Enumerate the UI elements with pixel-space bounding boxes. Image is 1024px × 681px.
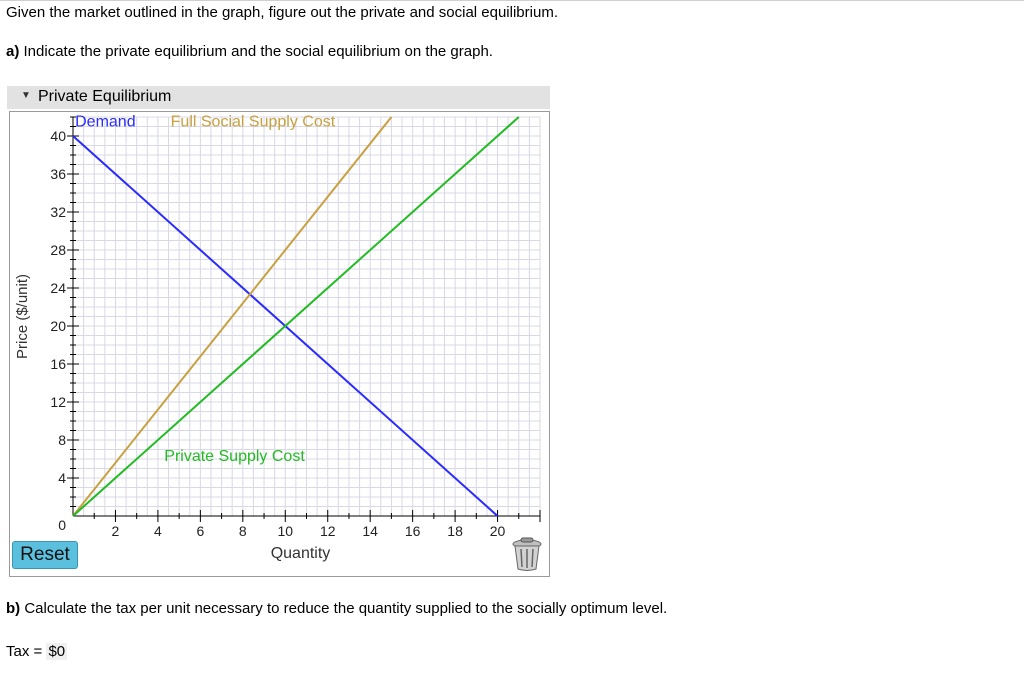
private-equilibrium-section-header[interactable]: ▼ Private Equilibrium (7, 86, 550, 109)
x-tick-label: 12 (320, 523, 336, 539)
y-tick-label: 4 (58, 470, 66, 486)
x-tick-label: 14 (362, 523, 378, 539)
x-axis-label: Quantity (271, 545, 331, 562)
private-supply-cost-line[interactable] (72, 116, 520, 517)
x-tick-label: 20 (490, 523, 506, 539)
question-intro: Given the market outlined in the graph, … (6, 4, 558, 21)
y-tick-label: 20 (50, 318, 66, 334)
x-tick-label: 4 (154, 523, 162, 539)
x-tick-label: 8 (239, 523, 247, 539)
x-tick-label: 6 (196, 523, 204, 539)
y-tick-label: 8 (58, 432, 66, 448)
full-social-supply-cost-line[interactable] (72, 116, 393, 517)
y-tick-label: 32 (50, 204, 66, 220)
trash-icon[interactable] (509, 536, 545, 572)
y-tick-label: 16 (50, 356, 66, 372)
series-lines[interactable] (72, 116, 520, 517)
reset-button[interactable]: Reset (12, 541, 78, 569)
graph-panel (9, 111, 550, 577)
tax-label: Tax = (6, 643, 47, 660)
y-tick-label: 40 (50, 128, 66, 144)
part-a-question: a) Indicate the private equilibrium and … (6, 43, 493, 60)
x-tick-label: 16 (405, 523, 421, 539)
axes (67, 116, 541, 522)
part-b-question: b) Calculate the tax per unit necessary … (6, 600, 667, 617)
part-a-label: a) (6, 43, 20, 60)
x-tick-label: 18 (447, 523, 463, 539)
demand-label: Demand (75, 114, 135, 131)
caret-down-icon[interactable]: ▼ (21, 90, 31, 101)
private-supply-cost-label: Private Supply Cost (164, 448, 305, 465)
x-tick-label: 2 (112, 523, 120, 539)
full-social-supply-cost-label: Full Social Supply Cost (171, 114, 336, 131)
origin-label: 0 (58, 517, 66, 533)
y-tick-label: 28 (50, 242, 66, 258)
grid (72, 116, 541, 517)
y-axis-label: Price ($/unit) (14, 274, 31, 359)
y-tick-label: 36 (50, 166, 66, 182)
top-divider (0, 0, 1024, 1)
tax-value[interactable]: $0 (46, 643, 68, 660)
part-b-text: Calculate the tax per unit necessary to … (24, 600, 668, 617)
part-a-text: Indicate the private equilibrium and the… (23, 43, 493, 60)
x-tick-label: 10 (277, 523, 293, 539)
y-tick-label: 24 (50, 280, 66, 296)
tax-row: Tax = $0 (6, 643, 68, 660)
section-title: Private Equilibrium (38, 88, 172, 105)
y-tick-label: 12 (50, 394, 66, 410)
part-b-label: b) (6, 600, 21, 617)
